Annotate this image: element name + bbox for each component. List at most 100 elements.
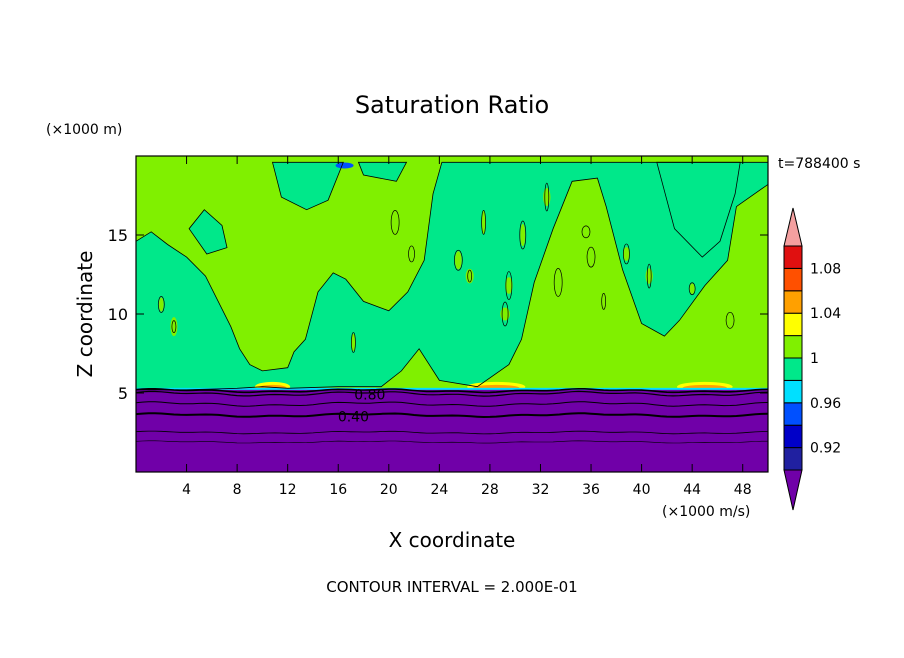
- x-tick-label-32: 32: [532, 482, 550, 498]
- contour-cell-2: [453, 249, 463, 271]
- colorbar-segment-3: [783, 379, 803, 404]
- contour-cell-11: [725, 311, 735, 329]
- field-cell-6: [599, 295, 608, 307]
- field-cell-1: [158, 297, 164, 312]
- x-tick-label-44: 44: [683, 482, 701, 498]
- field-cell-4: [505, 277, 513, 294]
- x-tick-label-20: 20: [380, 482, 398, 498]
- field-cell-16: [409, 241, 415, 267]
- footer-text: CONTOUR INTERVAL = 2.000E-01: [326, 578, 577, 596]
- contour-cell-14: [553, 268, 563, 297]
- field-cell-5: [583, 220, 589, 244]
- contour-cell-17: [586, 246, 596, 268]
- colorbar-segment-1: [783, 424, 803, 449]
- y-axis: 5 10 15: [108, 226, 768, 403]
- contour-cell-5: [581, 225, 591, 239]
- y-unit-label: (×1000 m): [46, 122, 122, 138]
- contour-line-2: [136, 401, 768, 407]
- x-tick-label-12: 12: [279, 482, 297, 498]
- x-tick-label-48: 48: [734, 482, 752, 498]
- contour-outline-3: [357, 161, 408, 182]
- y-tick-label-15: 15: [108, 226, 128, 245]
- x-tick-label-24: 24: [430, 482, 448, 498]
- contour-line-3: [136, 412, 768, 419]
- top-dry-patch: [335, 162, 354, 169]
- contour-cell-0: [171, 320, 177, 333]
- contour-cell-9: [544, 182, 550, 212]
- contour-cell-1: [157, 296, 165, 313]
- field-cell-18: [645, 268, 653, 284]
- contour-lines: [136, 161, 768, 444]
- contour-cell-18: [646, 263, 652, 289]
- contour-outline-2: [271, 161, 344, 211]
- colorbar-label-1.04: 1.04: [810, 306, 841, 322]
- field-cell-0: [170, 317, 178, 337]
- contour-line-4: [136, 430, 768, 435]
- contour-cell-19: [519, 220, 527, 250]
- colorbar-segment-5: [783, 335, 803, 359]
- field-cell-2: [454, 251, 462, 270]
- colorbar-segment-9: [783, 245, 803, 269]
- contour-line-5: [136, 440, 768, 444]
- plot-area: [136, 156, 768, 472]
- colorbar-arrow-bottom: [783, 469, 803, 511]
- field-region-sea-4: [189, 209, 227, 254]
- contour-outline-4: [188, 209, 228, 255]
- x-unit-label: (×1000 m/s): [662, 504, 750, 520]
- field-region-sea-3: [358, 162, 407, 182]
- y-tick-label-5: 5: [118, 384, 128, 403]
- colorbar-segment-7: [783, 290, 803, 314]
- colorbar: 0.92 0.96 1 1.04 1.08: [783, 207, 841, 511]
- x-axis-title: X coordinate: [389, 528, 516, 552]
- contour-cell-8: [390, 210, 400, 235]
- field-cell-7: [622, 247, 630, 261]
- contour-line-1: [136, 390, 768, 397]
- colorbar-label-1.08: 1.08: [810, 261, 841, 277]
- contour-label-1: 0.40: [338, 410, 369, 426]
- contour-line-0: [136, 388, 768, 394]
- contour-cell-4: [505, 271, 513, 300]
- colorbar-segment-0: [783, 447, 803, 471]
- contour-cell-15: [467, 269, 473, 283]
- colorbar-label-0.96: 0.96: [810, 396, 841, 412]
- x-tick-label-28: 28: [481, 482, 499, 498]
- contour-cell-16: [408, 245, 415, 263]
- field-cell-17: [587, 250, 595, 264]
- contour-outline-0: [136, 161, 768, 391]
- contour-cell-6: [601, 293, 607, 310]
- field-region-sea-0: [136, 162, 768, 390]
- x-tick-label-4: 4: [182, 482, 191, 498]
- y-axis-title: Z coordinate: [73, 251, 97, 378]
- contour-cell-12: [351, 332, 356, 353]
- colorbar-segment-4: [783, 357, 803, 381]
- x-tick-label-40: 40: [633, 482, 651, 498]
- contour-cell-10: [688, 282, 696, 296]
- field-cell-8: [391, 216, 400, 229]
- contour-cell-3: [481, 210, 486, 235]
- colorbar-arrow-top: [783, 207, 803, 247]
- boundary-layer: [136, 389, 768, 472]
- colorbar-label-0.92: 0.92: [810, 441, 841, 457]
- contour-label-0: 0.80: [354, 388, 385, 404]
- field-cell-3: [481, 210, 486, 235]
- field-cell-12: [351, 333, 356, 351]
- field-cell-19: [520, 223, 526, 247]
- field-cell-14: [554, 272, 562, 292]
- colorbar-segment-8: [783, 267, 803, 292]
- contour-cell-7: [623, 243, 630, 265]
- field-cell-11: [725, 307, 735, 334]
- field-region-sea-1: [656, 162, 741, 258]
- field-cell-10: [689, 283, 695, 295]
- field-cell-9: [543, 188, 551, 206]
- colorbar-segment-2: [783, 402, 803, 426]
- contour-cell-13: [501, 301, 509, 327]
- field-cell-15: [465, 268, 474, 284]
- x-tick-label-16: 16: [329, 482, 347, 498]
- chart-title: Saturation Ratio: [355, 91, 549, 119]
- x-tick-label-36: 36: [582, 482, 600, 498]
- colorbar-segment-6: [783, 312, 803, 337]
- x-tick-label-8: 8: [233, 482, 242, 498]
- x-axis: 4 8 12 16 20 24 28 32 36 40 44 48: [182, 156, 752, 498]
